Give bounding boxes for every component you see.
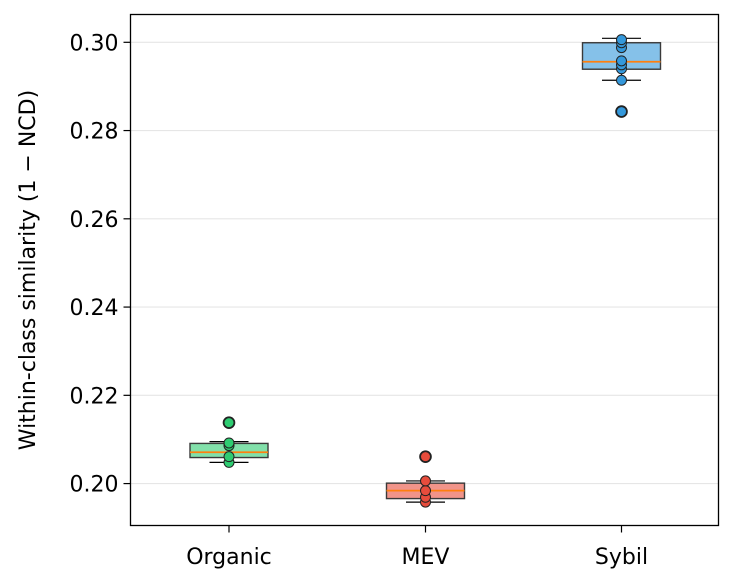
- data-point: [616, 74, 627, 86]
- x-axis: Organic MEV Sybil: [186, 525, 648, 570]
- x-tick-label: Sybil: [595, 545, 648, 570]
- plot-frame: [129, 13, 720, 527]
- y-tick-label: 0.30: [70, 31, 119, 56]
- data-point: [420, 475, 431, 487]
- y-tick-label: 0.22: [70, 384, 119, 409]
- gridlines: [130, 41, 719, 485]
- data-point: [420, 451, 431, 463]
- y-tick-label: 0.20: [70, 473, 119, 498]
- data-point: [223, 451, 235, 463]
- x-tick-label: Organic: [186, 545, 272, 570]
- data-point: [616, 34, 627, 46]
- data-point: [616, 106, 627, 118]
- data-point: [616, 55, 627, 67]
- y-tick-label: 0.24: [70, 296, 119, 321]
- y-axis: 0.20 0.22 0.24 0.26 0.28 0.30: [70, 31, 131, 498]
- y-tick-label: 0.28: [70, 120, 119, 145]
- boxes-layer: [189, 37, 662, 503]
- data-point: [420, 485, 431, 497]
- x-tick-label: MEV: [402, 545, 450, 570]
- data-point: [223, 417, 235, 429]
- y-axis-title: Within-class similarity (1 − NCD): [16, 90, 41, 450]
- points-layer: [222, 34, 628, 508]
- data-point: [223, 437, 235, 449]
- y-tick-label: 0.26: [70, 208, 119, 233]
